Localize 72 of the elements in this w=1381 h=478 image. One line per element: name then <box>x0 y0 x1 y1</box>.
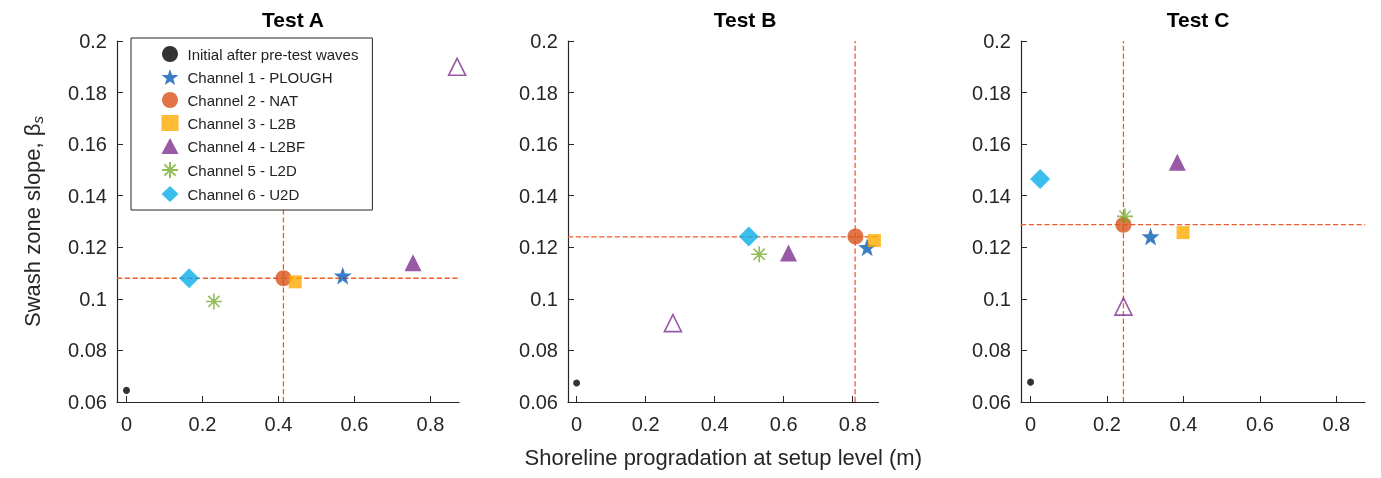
point <box>288 275 302 289</box>
x-tick-label: 0 <box>1024 413 1037 435</box>
point <box>123 386 130 394</box>
x-tick-label: 0.8 <box>416 413 445 435</box>
x-tick-label: 0 <box>571 413 583 435</box>
point <box>750 245 768 264</box>
point <box>333 266 352 285</box>
y-tick-label: 0.08 <box>972 339 1011 362</box>
y-tick-label: 0.06 <box>68 391 107 413</box>
y-tick-label: 0.12 <box>972 236 1011 259</box>
y-tick-label: 0.1 <box>530 287 558 310</box>
x-tick-label: 0.2 <box>631 413 660 435</box>
y-tick-label: 0.14 <box>972 184 1011 207</box>
y-tick-label: 0.1 <box>983 287 1011 310</box>
point <box>573 379 581 387</box>
y-tick-label: 0.06 <box>972 391 1011 413</box>
y-tick-label: 0.18 <box>972 81 1011 104</box>
x-tick-label: 0.6 <box>1245 413 1274 435</box>
legend-label: Channel 2 - NAT <box>187 91 299 109</box>
point <box>404 254 422 272</box>
y-tick-label: 0.1 <box>79 287 107 310</box>
point <box>738 226 759 247</box>
y-tick-label: 0.14 <box>68 184 107 207</box>
x-tick-label: 0.2 <box>188 413 217 435</box>
legend-label: Channel 6 - U2D <box>187 185 300 203</box>
point <box>1168 153 1186 171</box>
y-tick-label: 0.08 <box>519 339 558 362</box>
chart-title: Test B <box>713 8 777 31</box>
x-tick-label: 0 <box>120 413 133 435</box>
legend-label: Channel 5 - L2D <box>187 161 297 179</box>
y-axis-title: Swash zone slope, βs <box>19 115 46 327</box>
y-tick-label: 0.12 <box>519 236 558 259</box>
x-tick-label: 0.6 <box>769 413 798 435</box>
point <box>1141 227 1160 246</box>
x-tick-label: 0.4 <box>700 413 729 435</box>
y-tick-label: 0.16 <box>972 133 1011 156</box>
x-tick-label: 0.2 <box>1093 413 1121 435</box>
point <box>179 268 200 289</box>
x-axis-title: Shoreline progradation at setup level (m) <box>524 444 923 470</box>
point <box>275 270 292 287</box>
chart-title: Test C <box>1166 8 1230 31</box>
x-tick-label: 0.4 <box>264 413 293 435</box>
point <box>447 57 467 77</box>
legend-label: Initial after pre-test waves <box>187 45 359 63</box>
legend-label: Channel 4 - L2BF <box>187 137 306 155</box>
x-tick-label: 0.6 <box>340 413 369 435</box>
point <box>205 292 223 311</box>
y-tick-label: 0.12 <box>68 236 107 259</box>
point <box>847 228 864 245</box>
point <box>1030 168 1051 189</box>
point <box>1027 378 1035 386</box>
point <box>663 313 683 333</box>
y-tick-label: 0.14 <box>519 184 558 207</box>
y-tick-label: 0.2 <box>530 30 558 52</box>
x-tick-label: 0.4 <box>1169 413 1198 435</box>
y-tick-label: 0.18 <box>519 81 558 104</box>
legend-label: Channel 1 - PLOUGH <box>187 68 333 86</box>
point <box>780 244 797 262</box>
y-tick-label: 0.18 <box>68 81 107 104</box>
y-tick-label: 0.2 <box>983 30 1011 52</box>
chart-title: Test A <box>262 8 324 31</box>
point <box>1114 297 1133 316</box>
x-tick-label: 0.8 <box>838 413 867 435</box>
point <box>1116 207 1134 226</box>
point <box>1176 226 1190 240</box>
y-tick-label: 0.16 <box>68 133 107 156</box>
legend-label: Channel 3 - L2B <box>187 114 296 132</box>
y-tick-label: 0.06 <box>519 391 558 413</box>
y-tick-label: 0.16 <box>519 133 558 156</box>
x-tick-label: 0.8 <box>1322 413 1351 435</box>
y-tick-label: 0.2 <box>79 30 107 52</box>
y-tick-label: 0.08 <box>68 339 107 362</box>
